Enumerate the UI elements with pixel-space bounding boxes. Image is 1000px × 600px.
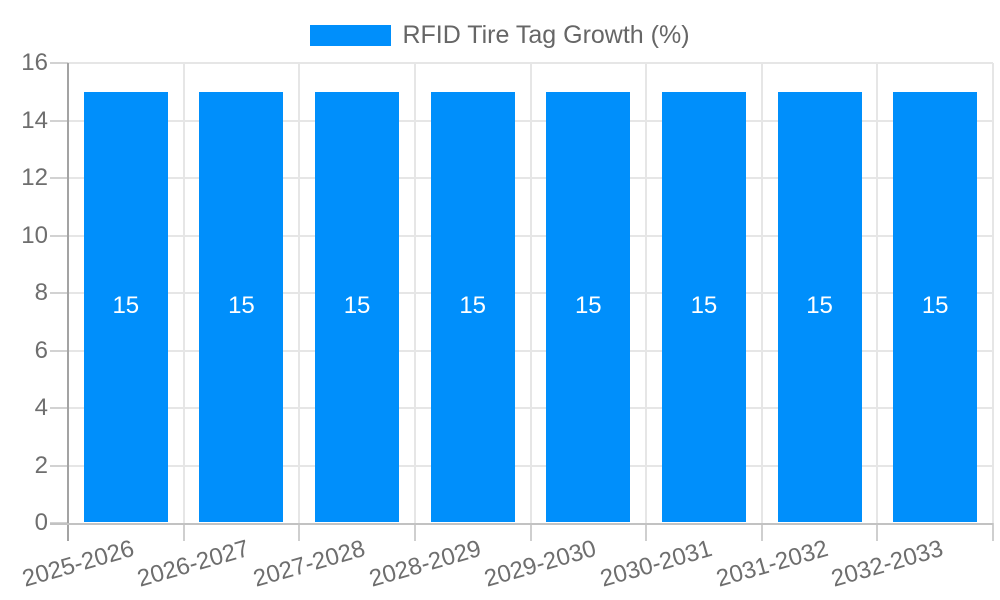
x-axis-line xyxy=(50,523,993,525)
y-axis-tick-label: 14 xyxy=(21,106,48,134)
bar-value-label: 15 xyxy=(459,292,487,320)
gridline-vertical xyxy=(298,63,301,523)
gridline-vertical xyxy=(182,63,185,523)
gridline-vertical xyxy=(529,63,532,523)
bar-value-label: 15 xyxy=(806,292,833,320)
x-axis-tick xyxy=(298,523,301,541)
x-axis-tick xyxy=(182,523,185,541)
gridline-vertical xyxy=(992,63,994,523)
x-axis-tick xyxy=(992,523,994,541)
y-axis-tick xyxy=(50,234,68,237)
y-axis-tick-label: 12 xyxy=(21,164,48,191)
bar[interactable] xyxy=(546,91,631,522)
bar-value-label: 15 xyxy=(228,292,255,320)
legend-marker-swatch xyxy=(310,25,392,46)
bar[interactable] xyxy=(661,91,746,522)
y-axis-tick xyxy=(50,177,68,179)
y-axis-tick-label: 10 xyxy=(21,221,48,249)
x-axis-tick xyxy=(413,523,416,541)
x-axis-tick xyxy=(760,523,763,541)
y-axis-tick-label: 8 xyxy=(34,279,48,306)
bar[interactable] xyxy=(199,91,284,522)
bar[interactable] xyxy=(315,91,400,522)
y-axis-tick-label: 16 xyxy=(21,49,48,76)
x-axis-tick xyxy=(645,523,648,541)
gridline-vertical xyxy=(645,63,648,523)
gridline-vertical xyxy=(413,63,416,523)
y-axis-tick xyxy=(50,407,68,409)
gridline-vertical xyxy=(876,63,879,523)
bar-value-label: 15 xyxy=(112,292,140,320)
x-axis-tick xyxy=(529,523,532,541)
y-axis-tick xyxy=(50,464,68,467)
bar[interactable] xyxy=(777,91,862,522)
y-axis-tick xyxy=(50,62,68,64)
bar-value-label: 15 xyxy=(574,292,602,320)
y-axis-tick-label: 4 xyxy=(34,394,48,421)
bar[interactable] xyxy=(83,91,168,522)
legend-label: RFID Tire Tag Growth (%) xyxy=(402,21,690,49)
y-axis-tick xyxy=(50,119,68,122)
y-axis-tick xyxy=(50,292,68,294)
gridline-vertical xyxy=(760,63,763,523)
legend[interactable]: RFID Tire Tag Growth (%) xyxy=(0,21,1000,50)
bar-value-label: 15 xyxy=(690,292,718,320)
y-axis-tick xyxy=(50,349,68,352)
x-axis-tick xyxy=(876,523,879,541)
y-axis-tick-label: 6 xyxy=(34,336,48,364)
bar-value-label: 15 xyxy=(921,292,949,320)
y-axis-tick-label: 0 xyxy=(34,509,48,536)
y-axis-tick-label: 2 xyxy=(34,451,48,479)
bar-value-label: 15 xyxy=(343,292,371,320)
y-axis-line xyxy=(67,63,69,541)
bar[interactable] xyxy=(430,91,515,522)
bar[interactable] xyxy=(893,91,978,522)
